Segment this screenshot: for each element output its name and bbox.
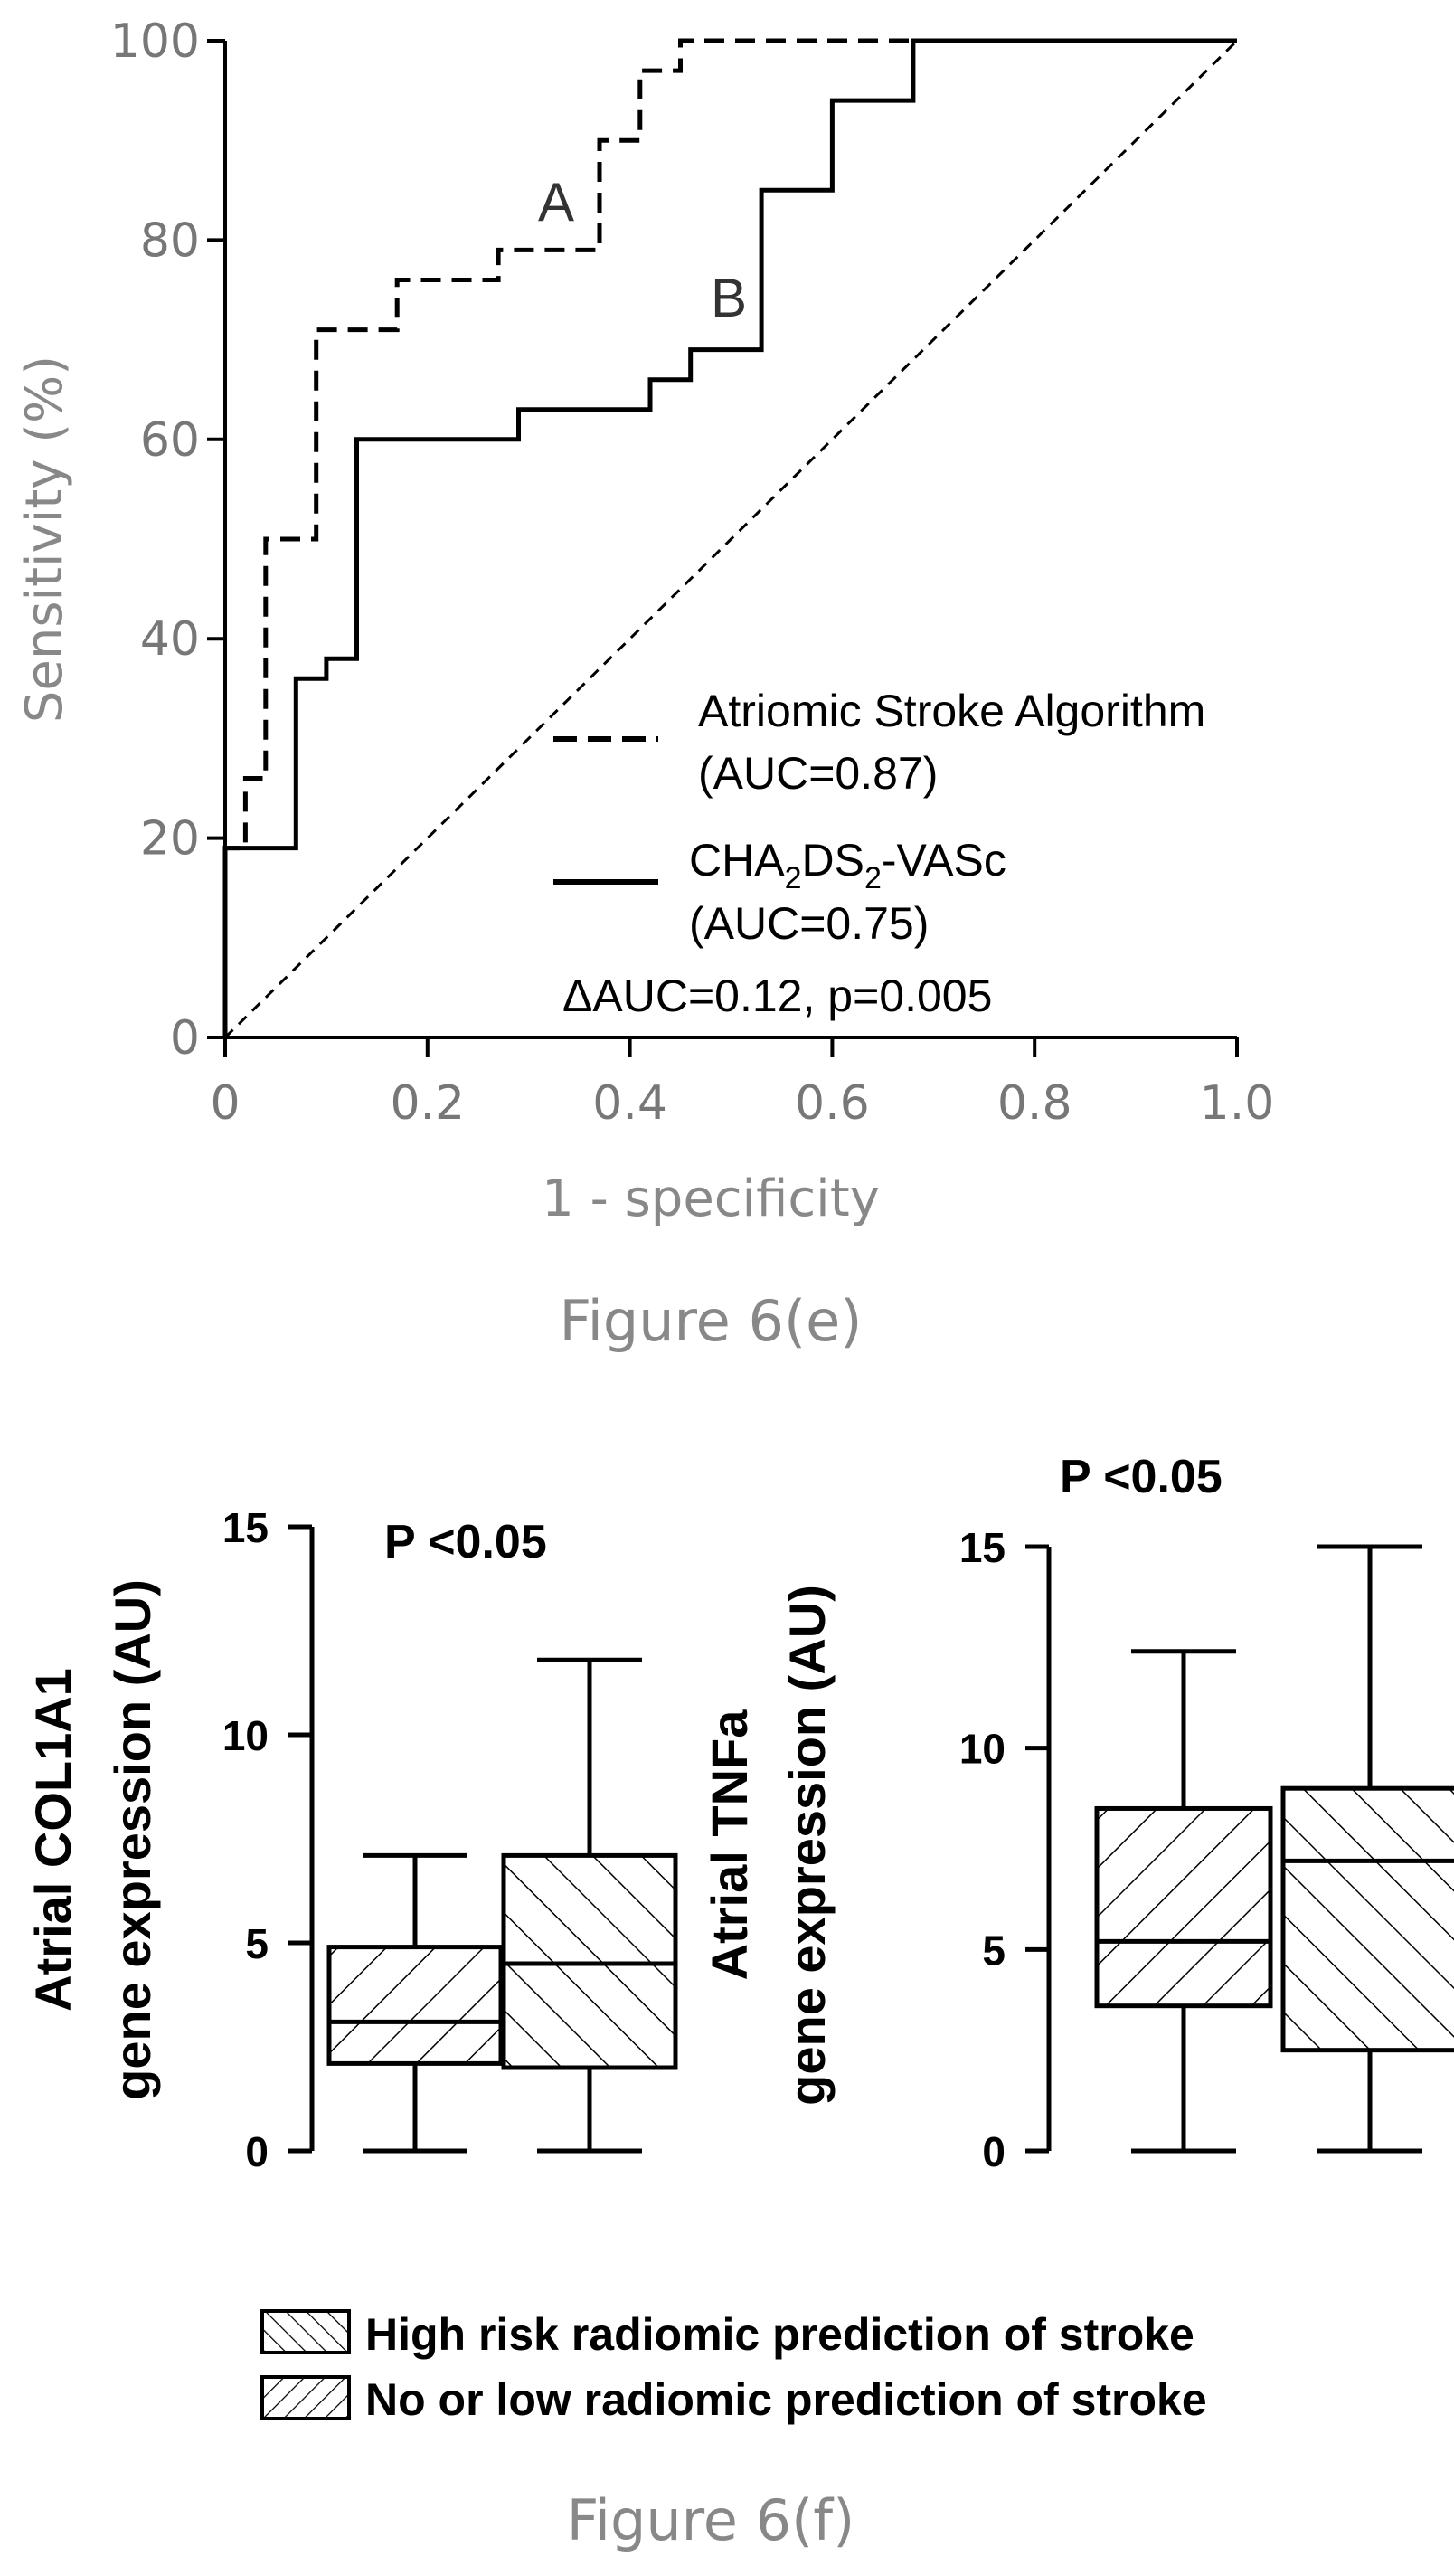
col1a1-box-low-risk [326,1945,504,2066]
col1a1-y-tick-label: 5 [245,1920,269,1967]
roc-x-tick-label: 0.6 [795,1076,870,1131]
roc-series-reference [223,39,1239,1039]
tnfa-p-value: P <0.05 [1060,1451,1223,1503]
tnfa-y-tick-label: 10 [959,1726,1006,1773]
tnfa-y-tick-label: 15 [959,1524,1006,1571]
col1a1-p-value: P <0.05 [384,1516,547,1568]
tnfa-y-tick-label: 5 [982,1927,1006,1974]
roc-y-tick-label: 60 [140,413,200,468]
roc-y-tick-label: 40 [140,612,200,667]
legend-high-risk-label: High risk radiomic prediction of stroke [365,2309,1194,2360]
legend-low-risk-label: No or low radiomic prediction of stroke [365,2374,1207,2425]
col1a1-y-label-line1: Atrial COL1A1 [24,1668,81,2012]
roc-y-tick-label: 20 [140,812,200,867]
roc-curve-label-a: A [538,172,574,232]
roc-legend: Atriomic Stroke Algorithm (AUC=0.87) CHA… [553,686,1205,949]
tnfa-y-ticks: 0 5 10 15 [959,1524,1049,2175]
tnfa-y-label-line1: Atrial TNFa [701,1709,758,1981]
roc-x-ticks: 0 0.2 0.4 0.6 0.8 1.0 [210,1037,1274,1131]
roc-chart: 0 20 40 60 80 100 0 0.2 0.4 0.6 0.8 1.0 Sensitivit… [15,14,1274,1228]
tnfa-box-low-risk [1094,1805,1273,2009]
legend-low-risk-swatch [260,2375,351,2420]
roc-y-tick-label: 80 [140,213,200,268]
roc-x-tick-label: 1.0 [1200,1076,1275,1131]
roc-x-tick-label: 0.8 [997,1076,1072,1131]
roc-series-b [222,38,1237,1037]
col1a1-y-tick-label: 0 [245,2128,269,2175]
legend-algorithm-auc: (AUC=0.87) [698,748,938,799]
tnfa-box-high-risk [1280,1785,1454,2053]
legend-high-risk-swatch [260,2309,351,2354]
roc-y-ticks: 0 20 40 60 80 100 [110,14,225,1065]
boxplot-legend: High risk radiomic prediction of stroke … [260,2309,1207,2425]
legend-chads-label: CHA2DS2-VASc [689,835,1006,895]
roc-y-tick-label: 0 [170,1011,200,1065]
roc-x-tick-label: 0 [210,1076,240,1131]
legend-chads-auc: (AUC=0.75) [689,898,929,949]
col1a1-y-tick-label: 15 [222,1504,269,1551]
roc-x-axis-label: 1 - specificity [542,1170,880,1228]
tnfa-y-tick-label: 0 [982,2128,1006,2175]
roc-series [222,38,1239,1039]
roc-x-tick-label: 0.2 [390,1076,465,1131]
figure-6f-caption: Figure 6(f) [567,2487,855,2553]
col1a1-y-tick-label: 10 [222,1712,269,1759]
roc-y-tick-label: 100 [110,14,200,69]
col1a1-boxes [326,1657,678,2154]
col1a1-y-ticks: 0 5 10 15 [222,1504,312,2175]
tnfa-boxes [1094,1544,1454,2154]
tnfa-y-label-line2: gene expression (AU) [779,1585,836,2106]
col1a1-boxplot: 0 5 10 15 Atrial COL1A1 gene expression (AU… [24,1504,678,2175]
roc-x-tick-label: 0.4 [592,1076,667,1131]
roc-series-a [222,38,1237,1037]
roc-curve-label-b: B [711,268,747,328]
figure-6e-caption: Figure 6(e) [560,1288,863,1354]
legend-algorithm-label: Atriomic Stroke Algorithm [698,686,1205,736]
roc-delta-auc-annotation: ΔAUC=0.12, p=0.005 [562,971,992,1021]
roc-y-axis-label: Sensitivity (%) [15,355,74,723]
col1a1-y-label-line2: gene expression (AU) [104,1579,161,2100]
